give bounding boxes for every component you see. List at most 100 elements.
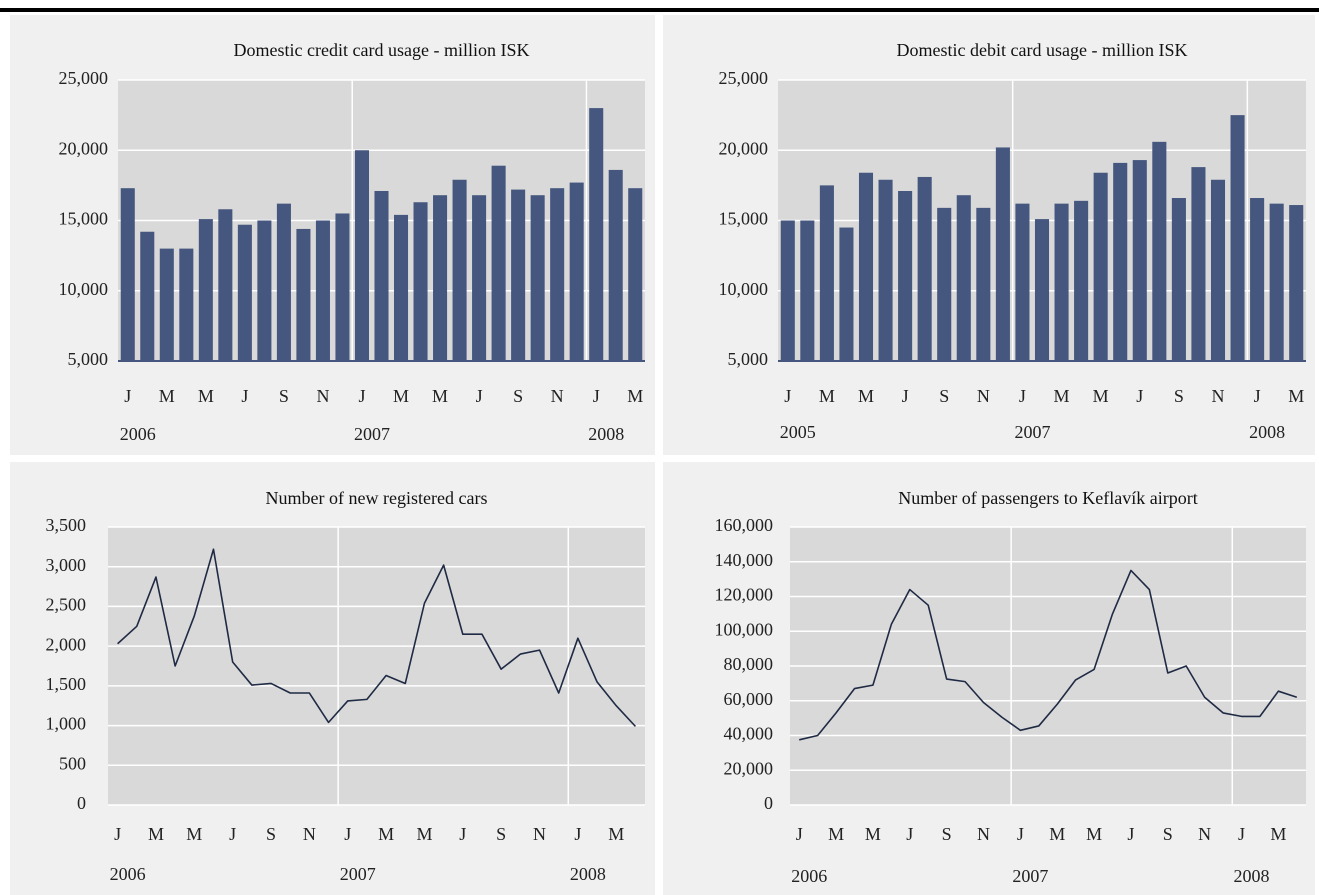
x-tick-label: J bbox=[124, 386, 131, 406]
bar bbox=[1034, 219, 1050, 361]
y-tick-label: 2,500 bbox=[46, 595, 87, 615]
bar bbox=[335, 213, 350, 361]
y-tick-label: 25,000 bbox=[59, 68, 109, 88]
x-tick-label: M bbox=[1270, 824, 1286, 844]
y-tick-label: 3,500 bbox=[46, 515, 87, 535]
bar bbox=[780, 220, 795, 361]
x-tick-label: S bbox=[939, 386, 949, 406]
bar bbox=[917, 176, 932, 361]
y-tick-label: 140,000 bbox=[715, 550, 774, 570]
x-tick-label: S bbox=[266, 824, 276, 844]
x-tick-label: J bbox=[784, 386, 791, 406]
bar bbox=[315, 220, 330, 361]
y-tick-label: 2,000 bbox=[46, 634, 87, 654]
bar bbox=[878, 179, 893, 361]
x-tick-label: J bbox=[1136, 386, 1143, 406]
y-tick-label: 500 bbox=[59, 753, 86, 773]
x-tick-label: M bbox=[198, 386, 214, 406]
y-tick-label: 0 bbox=[764, 793, 773, 813]
bar bbox=[569, 182, 584, 361]
x-tick-label: M bbox=[186, 824, 202, 844]
x-tick-label: N bbox=[551, 386, 564, 406]
year-label: 2007 bbox=[354, 424, 390, 444]
x-tick-label: S bbox=[1163, 824, 1173, 844]
bar bbox=[976, 207, 991, 361]
line-series bbox=[799, 569, 1298, 741]
x-tick-label: J bbox=[902, 386, 909, 406]
bar bbox=[1250, 198, 1265, 361]
chart-title: Number of passengers to Keflavík airport bbox=[898, 488, 1197, 508]
bar bbox=[413, 202, 428, 361]
bar bbox=[1152, 141, 1167, 361]
bar bbox=[374, 190, 389, 361]
x-tick-label: M bbox=[416, 824, 432, 844]
x-tick-label: J bbox=[574, 824, 581, 844]
bar bbox=[858, 172, 874, 361]
x-tick-label: J bbox=[358, 386, 365, 406]
y-tick-label: 160,000 bbox=[715, 515, 774, 535]
bar bbox=[237, 224, 252, 361]
x-tick-label: S bbox=[942, 824, 952, 844]
top-rule bbox=[0, 8, 1319, 12]
bar bbox=[956, 195, 971, 361]
x-tick-label: J bbox=[459, 824, 466, 844]
x-tick-label: N bbox=[1198, 824, 1211, 844]
bar bbox=[159, 248, 174, 361]
bar bbox=[800, 220, 815, 361]
y-tick-label: 100,000 bbox=[715, 619, 774, 639]
bar bbox=[257, 220, 272, 361]
bar bbox=[608, 169, 623, 361]
year-label: 2005 bbox=[780, 422, 816, 442]
bar bbox=[472, 195, 487, 361]
x-tick-label: M bbox=[865, 824, 881, 844]
y-tick-label: 120,000 bbox=[715, 585, 774, 605]
bar bbox=[296, 228, 311, 361]
bar bbox=[491, 165, 506, 361]
y-tick-label: 15,000 bbox=[59, 209, 109, 229]
x-tick-label: S bbox=[279, 386, 289, 406]
bar bbox=[218, 209, 233, 361]
bar bbox=[276, 203, 291, 361]
x-tick-label: M bbox=[393, 386, 409, 406]
x-tick-label: M bbox=[378, 824, 394, 844]
x-tick-label: M bbox=[828, 824, 844, 844]
year-label: 2007 bbox=[1014, 422, 1050, 442]
bar bbox=[1289, 205, 1304, 361]
x-tick-label: N bbox=[316, 386, 329, 406]
bar bbox=[198, 219, 213, 361]
x-tick-label: S bbox=[513, 386, 523, 406]
bar bbox=[530, 195, 545, 361]
y-tick-label: 60,000 bbox=[724, 689, 774, 709]
bar bbox=[1230, 115, 1245, 361]
chart-title: Domestic credit card usage - million ISK bbox=[234, 40, 530, 60]
x-tick-label: J bbox=[1017, 824, 1024, 844]
x-tick-label: M bbox=[858, 386, 874, 406]
y-tick-label: 1,000 bbox=[46, 714, 87, 734]
x-tick-label: J bbox=[229, 824, 236, 844]
bar bbox=[1210, 179, 1226, 361]
bar bbox=[550, 188, 565, 361]
x-tick-label: M bbox=[608, 824, 624, 844]
x-tick-label: S bbox=[1174, 386, 1184, 406]
bar bbox=[1113, 162, 1128, 361]
bar bbox=[1054, 203, 1069, 361]
x-tick-label: M bbox=[1086, 824, 1102, 844]
year-label: 2006 bbox=[791, 866, 827, 886]
year-label: 2006 bbox=[120, 424, 156, 444]
x-tick-label: M bbox=[1093, 386, 1109, 406]
x-tick-label: M bbox=[1049, 824, 1065, 844]
x-tick-label: J bbox=[114, 824, 121, 844]
x-tick-label: J bbox=[796, 824, 803, 844]
y-tick-label: 0 bbox=[77, 793, 86, 813]
x-tick-label: M bbox=[1054, 386, 1070, 406]
bar bbox=[1132, 160, 1147, 361]
bar bbox=[839, 227, 854, 361]
year-label: 2008 bbox=[1234, 866, 1270, 886]
bar bbox=[1015, 203, 1030, 361]
plot-area bbox=[108, 527, 645, 805]
y-tick-label: 20,000 bbox=[724, 758, 774, 778]
x-tick-label: J bbox=[476, 386, 483, 406]
year-label: 2008 bbox=[588, 424, 624, 444]
bar bbox=[937, 207, 952, 361]
x-tick-label: N bbox=[977, 824, 990, 844]
